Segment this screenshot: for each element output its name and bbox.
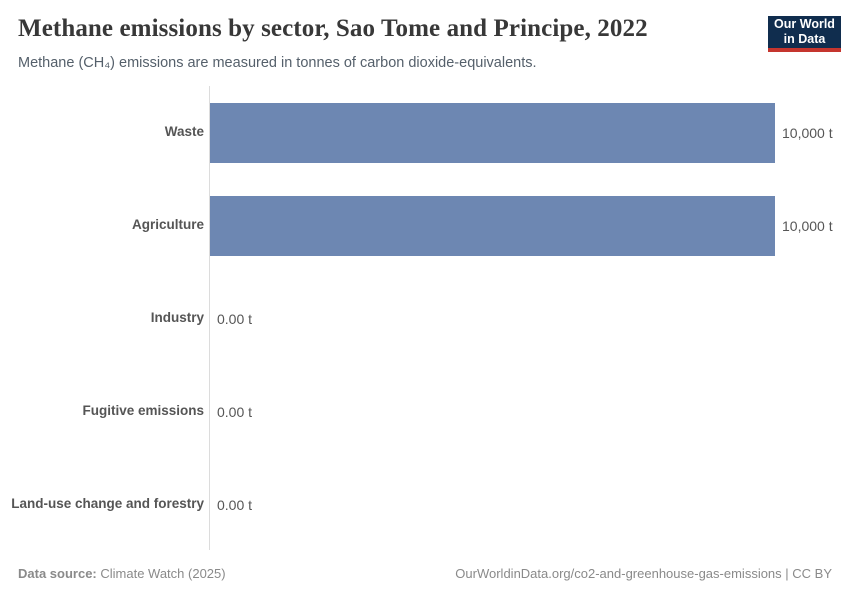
chart-title: Methane emissions by sector, Sao Tome an… xyxy=(18,15,648,42)
value-label: 10,000 t xyxy=(782,217,833,234)
data-source-value: Climate Watch (2025) xyxy=(96,566,226,581)
chart-footer: Data source: Climate Watch (2025) OurWor… xyxy=(18,565,832,583)
chart-subtitle: Methane (CH₄) emissions are measured in … xyxy=(18,55,537,71)
chart-row: Industry 0.00 t xyxy=(0,272,850,365)
category-label: Agriculture xyxy=(131,217,204,233)
bar-track: 0.00 t xyxy=(210,475,850,535)
owid-logo: Our World in Data xyxy=(768,16,841,52)
bar-track: 0.00 t xyxy=(210,382,850,442)
bar-chart-plot: Waste 10,000 t Agriculture 10,000 t Industry… xyxy=(0,86,850,551)
bar[interactable] xyxy=(210,102,775,163)
data-source-label: Data source: xyxy=(18,566,97,581)
category-label: Fugitive emissions xyxy=(82,403,204,419)
bar-track: 10,000 t xyxy=(210,102,850,163)
chart-row: Agriculture 10,000 t xyxy=(0,179,850,272)
chart-rows: Waste 10,000 t Agriculture 10,000 t Industry… xyxy=(0,86,850,551)
chart-row: Land-use change and forestry 0.00 t xyxy=(0,458,850,551)
chart-row: Fugitive emissions 0.00 t xyxy=(0,365,850,458)
value-label: 0.00 t xyxy=(217,310,253,327)
credit-line: OurWorldinData.org/co2-and-greenhouse-ga… xyxy=(455,566,832,581)
y-axis-line xyxy=(209,86,210,550)
category-label: Waste xyxy=(164,124,204,140)
value-label: 10,000 t xyxy=(782,124,833,141)
owid-logo-line2: in Data xyxy=(783,32,826,46)
bar[interactable] xyxy=(210,195,775,256)
category-label: Industry xyxy=(150,310,204,326)
category-label: Land-use change and forestry xyxy=(11,496,204,512)
value-label: 0.00 t xyxy=(217,496,253,513)
owid-logo-line1: Our World xyxy=(774,17,835,31)
bar-track: 0.00 t xyxy=(210,289,850,349)
bar-track: 10,000 t xyxy=(210,195,850,256)
chart-header: Methane emissions by sector, Sao Tome an… xyxy=(18,14,758,73)
chart-row: Waste 10,000 t xyxy=(0,86,850,179)
data-source: Data source: Climate Watch (2025) xyxy=(18,565,226,583)
value-label: 0.00 t xyxy=(217,403,253,420)
